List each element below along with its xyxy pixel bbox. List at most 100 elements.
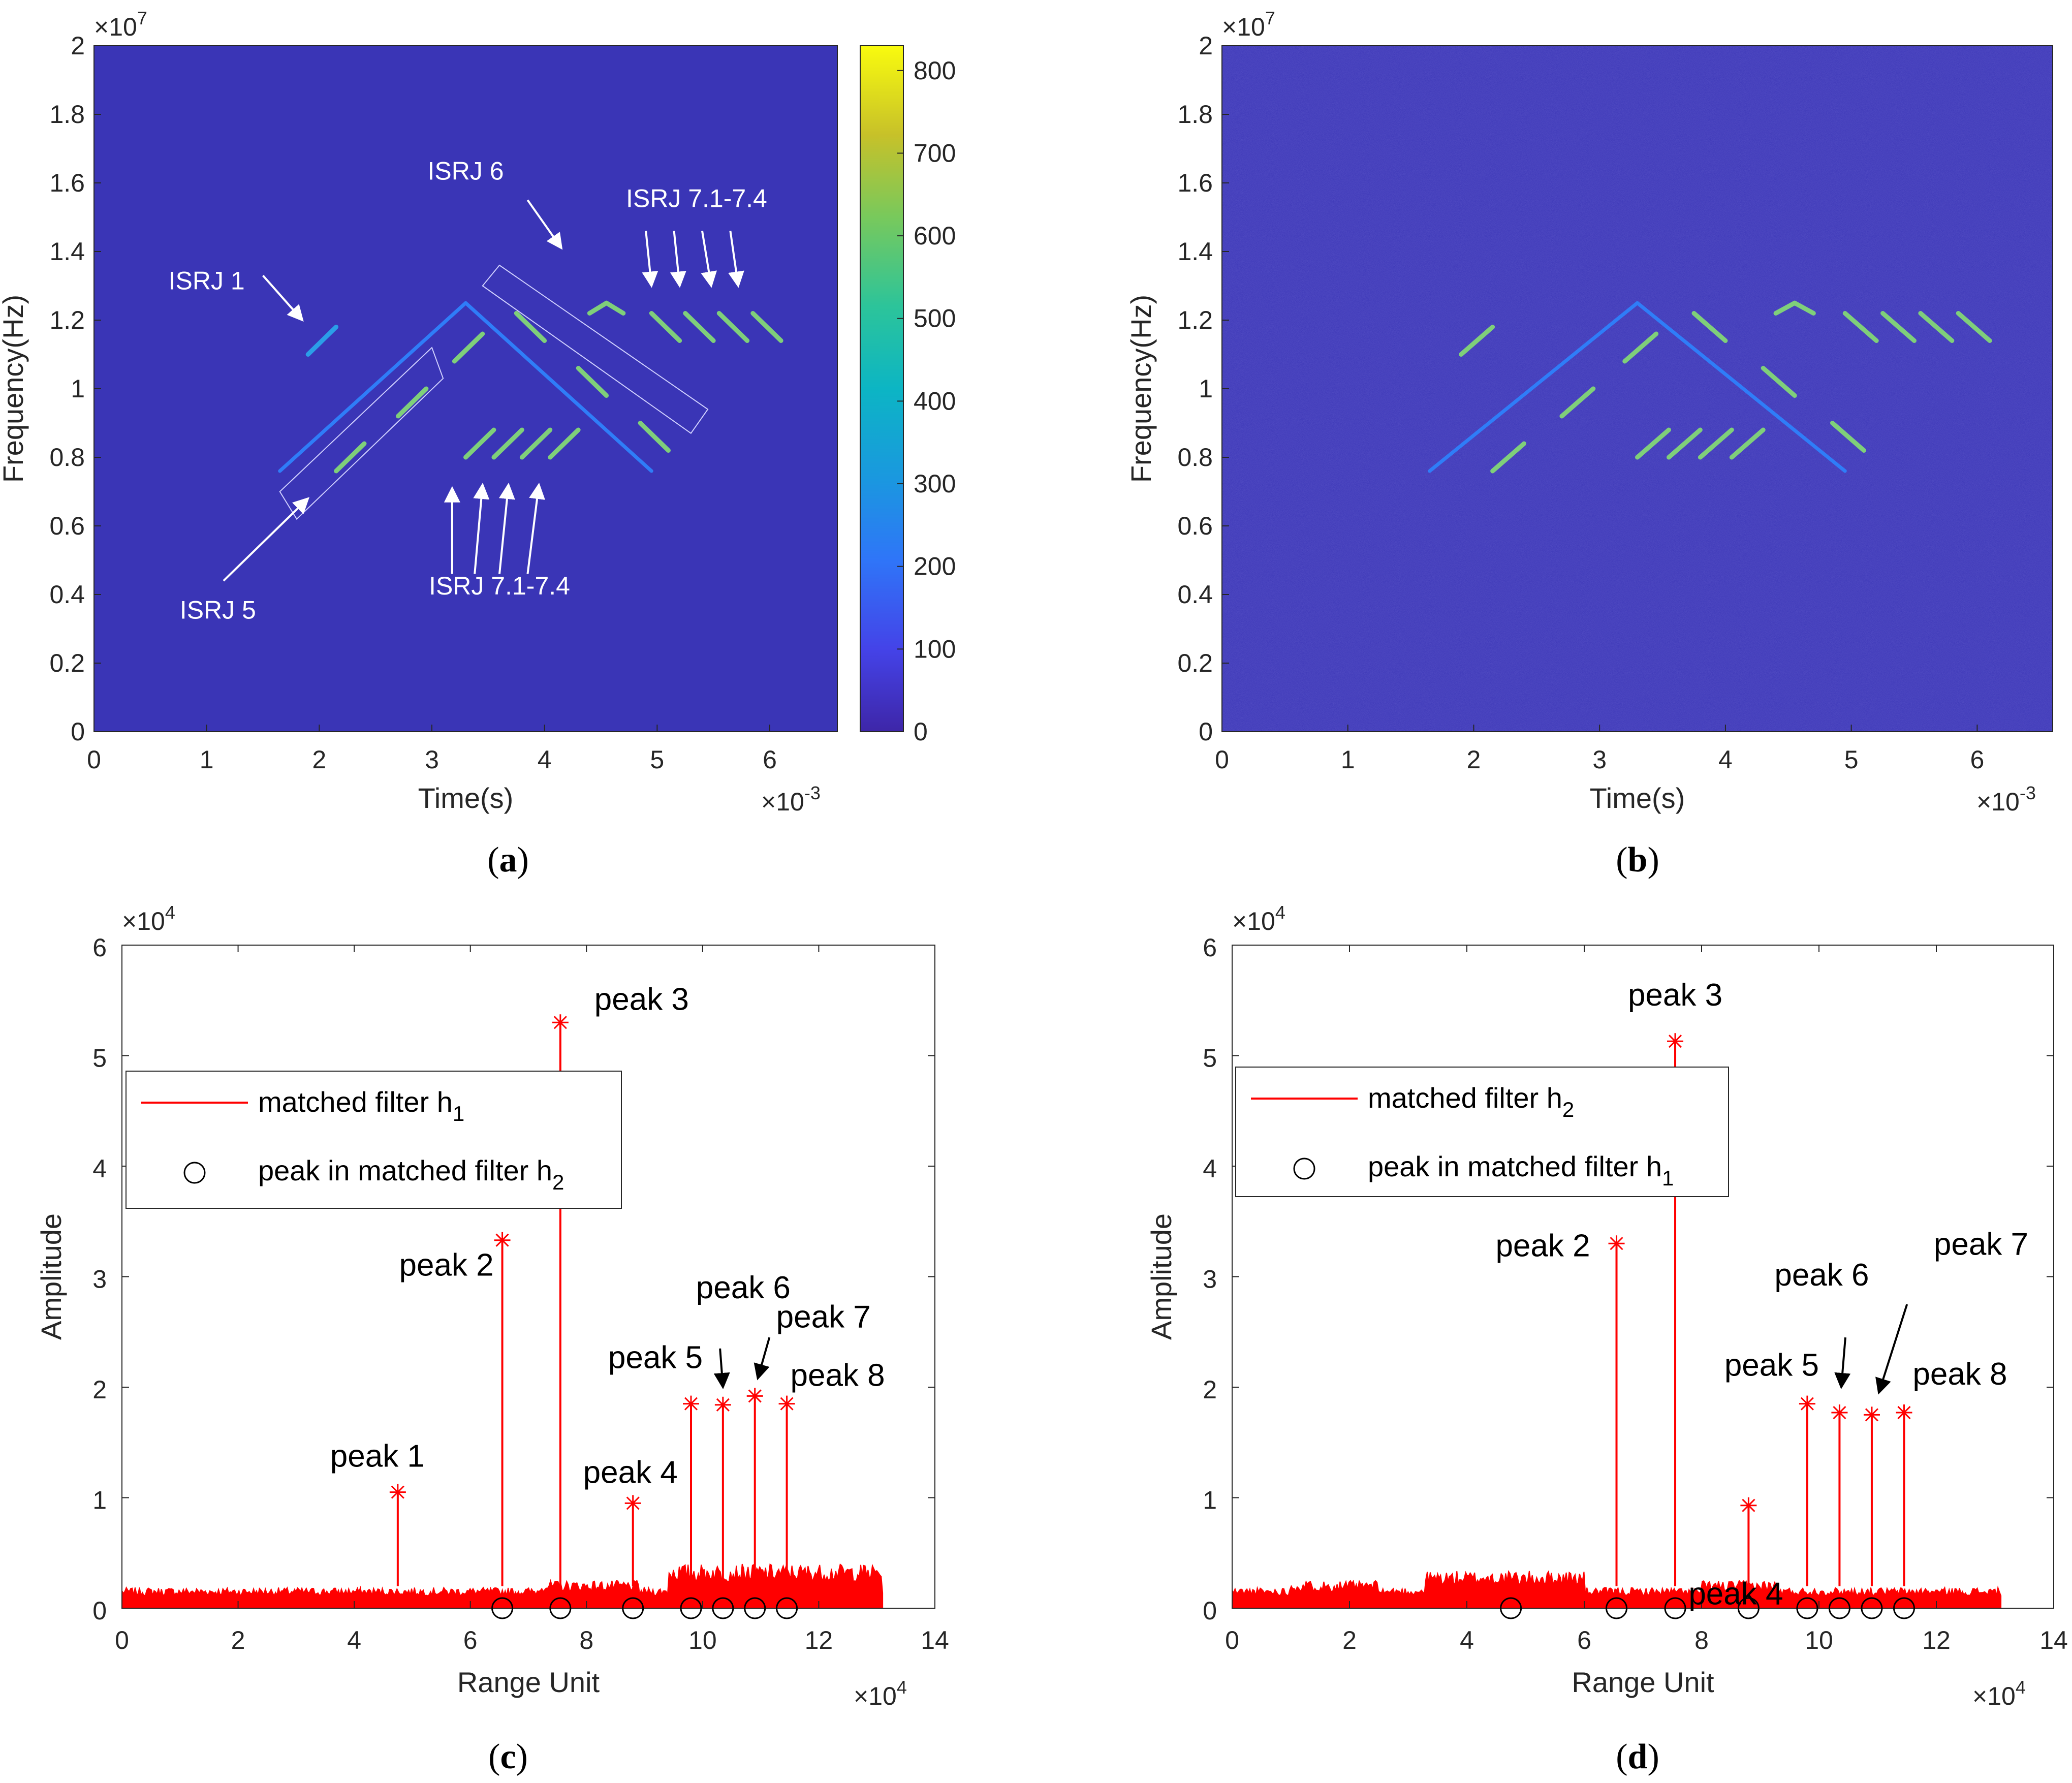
noise-texture xyxy=(1222,46,2053,732)
x-tick-label: 0 xyxy=(1225,1626,1239,1654)
signal-segment-18 xyxy=(1956,311,1992,343)
caption-letter: d xyxy=(1628,1737,1648,1776)
arrow-isrj1 xyxy=(262,274,304,322)
x-exponent-label: ×104 xyxy=(854,1677,907,1710)
x-tick-label: 6 xyxy=(763,745,777,774)
signal-segment-5 xyxy=(452,331,485,364)
legend-entry-2-sub: 2 xyxy=(552,1170,564,1194)
y-tick-label: 0.4 xyxy=(49,580,85,609)
x-tick-label: 8 xyxy=(1694,1626,1709,1654)
y-tick-label: 1.6 xyxy=(49,169,85,197)
y-tick-label: 1 xyxy=(1203,1486,1217,1515)
peak-label: peak 2 xyxy=(1495,1228,1590,1263)
peak-star-marker xyxy=(778,1395,795,1412)
legend-entry-2: peak in matched filter h2 xyxy=(258,1154,564,1194)
peak-label: peak 7 xyxy=(1934,1227,2028,1262)
caption-letter: c xyxy=(500,1737,516,1776)
peak-label: peak 5 xyxy=(608,1340,703,1375)
caption-a: (a) xyxy=(487,840,529,880)
arrow-isrj7-bottom-3 xyxy=(526,483,545,574)
star-stroke xyxy=(495,1233,509,1247)
peak-star-marker xyxy=(552,1014,569,1031)
colorbar-tick-label: 200 xyxy=(914,552,956,581)
y-tick-label: 6 xyxy=(1203,933,1217,962)
x-tick-label: 8 xyxy=(579,1626,593,1654)
x-exponent-label-power: 4 xyxy=(897,1677,907,1698)
signal-segment-17 xyxy=(1918,311,1955,343)
arrow-isrj7-bottom-1 xyxy=(473,483,490,574)
peak-label: peak 6 xyxy=(1774,1258,1869,1293)
annotation-label: ISRJ 7.1-7.4 xyxy=(626,184,767,212)
signal-segment-4 xyxy=(396,386,429,419)
x-tick-label: 10 xyxy=(1805,1626,1833,1654)
x-tick-label: 6 xyxy=(1577,1626,1591,1654)
x-tick-label: 0 xyxy=(1215,745,1229,774)
star-stroke xyxy=(1897,1405,1911,1420)
y-axis-label: Frequency(Hz) xyxy=(1125,295,1157,483)
signal-segment-14 xyxy=(604,300,626,316)
x-tick-label: 5 xyxy=(650,745,664,774)
signal-segment-11 xyxy=(519,427,553,460)
peak-circle-marker xyxy=(549,1597,572,1619)
star-stroke xyxy=(716,1398,730,1412)
peak-label: peak 5 xyxy=(1724,1348,1819,1383)
peak-label: peak 6 xyxy=(696,1270,791,1305)
legend-entry-1-sub: 1 xyxy=(453,1102,464,1125)
y-tick-label: 0 xyxy=(1199,717,1213,746)
x-exponent-label-power: -3 xyxy=(804,783,821,803)
star-stroke xyxy=(684,1397,698,1411)
x-exponent-label-power: 4 xyxy=(2016,1677,2026,1698)
peak-circle-marker xyxy=(491,1597,514,1619)
x-tick-label: 12 xyxy=(805,1626,833,1654)
signal-segment-3 xyxy=(1490,441,1527,474)
signal-segment-14 xyxy=(1792,300,1816,316)
star-stroke xyxy=(1742,1498,1755,1512)
x-tick-label: 6 xyxy=(1970,745,1984,774)
peak-label: peak 1 xyxy=(330,1439,425,1474)
legend-entry-1-text: matched filter h xyxy=(258,1086,453,1118)
y-tick-label: 2 xyxy=(71,32,85,60)
peak-circle-marker xyxy=(1861,1597,1883,1619)
peak-star-marker xyxy=(1799,1395,1815,1412)
axes-frame xyxy=(1232,945,2054,1609)
y-tick-label: 0.2 xyxy=(49,649,85,677)
y-exponent-label: ×107 xyxy=(1222,8,1275,41)
signal-segment-7 xyxy=(576,366,609,398)
y-tick-label: 5 xyxy=(1203,1044,1217,1073)
x-axis-label: Time(s) xyxy=(418,782,514,814)
y-tick-label: 0.4 xyxy=(1177,580,1213,609)
peak-circle-marker xyxy=(1828,1597,1850,1619)
y-exponent-label-power: 7 xyxy=(1265,8,1275,28)
caption-paren-close: ) xyxy=(516,1737,528,1776)
y-exponent-label-power: 7 xyxy=(137,8,147,28)
colorbar-tick-label: 0 xyxy=(914,717,928,746)
legend-entry-2: peak in matched filter h1 xyxy=(1368,1150,1674,1190)
x-exponent-label-base: ×10 xyxy=(854,1682,897,1710)
caption-letter: a xyxy=(499,840,517,880)
y-tick-label: 1.8 xyxy=(49,100,85,129)
peak-label: peak 2 xyxy=(399,1248,493,1283)
signal-segment-7 xyxy=(1761,366,1797,398)
peak-label: peak 3 xyxy=(594,982,689,1017)
star-stroke xyxy=(748,1389,762,1403)
star-stroke xyxy=(391,1485,404,1499)
peak-star-marker xyxy=(1608,1235,1625,1252)
legend-entry-2-text: peak in matched filter h xyxy=(1368,1150,1662,1182)
y-tick-label: 0 xyxy=(92,1597,107,1625)
peak-label: peak 3 xyxy=(1628,978,1722,1013)
arrow-peak-7 xyxy=(1875,1304,1908,1395)
y-tick-label: 1.4 xyxy=(49,237,85,266)
signal-segment-4 xyxy=(1559,386,1596,419)
peak-circle-marker xyxy=(1796,1597,1818,1619)
colorbar-tick-label: 100 xyxy=(914,635,956,663)
x-tick-label: 10 xyxy=(688,1626,717,1654)
caption-paren-close: ) xyxy=(1647,840,1659,880)
caption-paren-close: ) xyxy=(1647,1737,1659,1776)
plot-background xyxy=(94,46,837,732)
y-axis-label: Amplitude xyxy=(1145,1213,1177,1340)
peak-label: peak 7 xyxy=(776,1299,871,1334)
peak-circle-marker xyxy=(622,1597,644,1619)
signal-segment-12 xyxy=(548,427,581,460)
x-tick-label: 12 xyxy=(1922,1626,1951,1654)
